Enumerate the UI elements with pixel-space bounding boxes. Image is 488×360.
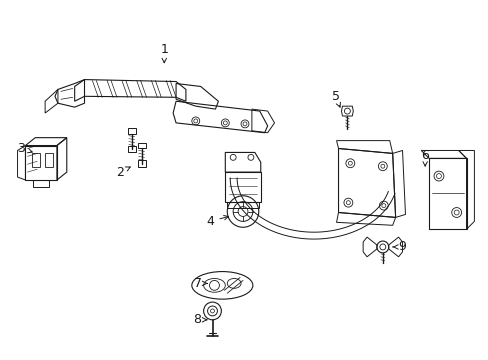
Text: 4: 4	[206, 215, 228, 228]
Text: 8: 8	[192, 313, 206, 326]
Text: 5: 5	[331, 90, 340, 107]
Text: 3: 3	[18, 142, 32, 155]
Text: 6: 6	[420, 149, 428, 166]
Text: 9: 9	[392, 240, 406, 253]
Text: 1: 1	[160, 42, 168, 63]
Text: 2: 2	[116, 166, 130, 179]
Text: 7: 7	[193, 277, 207, 290]
